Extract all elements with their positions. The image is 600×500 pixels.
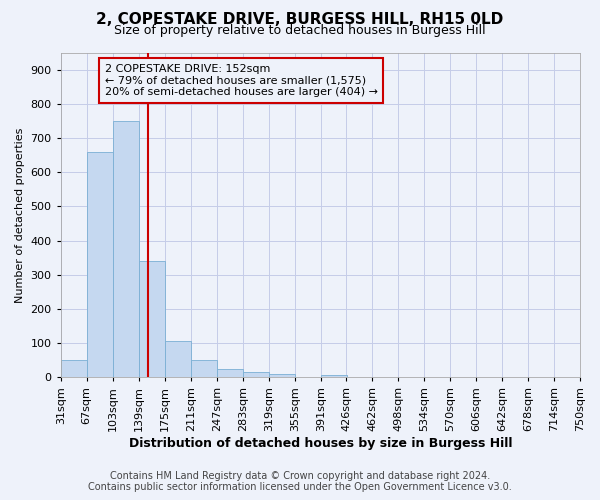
- Bar: [61, 360, 87, 378]
- Bar: [165, 340, 191, 378]
- Text: Size of property relative to detached houses in Burgess Hill: Size of property relative to detached ho…: [114, 24, 486, 37]
- Bar: [269, 374, 295, 378]
- Bar: [139, 261, 165, 378]
- Bar: [217, 369, 243, 378]
- Bar: [243, 372, 269, 378]
- Bar: [87, 152, 113, 378]
- Text: 2, COPESTAKE DRIVE, BURGESS HILL, RH15 0LD: 2, COPESTAKE DRIVE, BURGESS HILL, RH15 0…: [97, 12, 503, 28]
- X-axis label: Distribution of detached houses by size in Burgess Hill: Distribution of detached houses by size …: [128, 437, 512, 450]
- Bar: [321, 374, 347, 378]
- Bar: [113, 121, 139, 378]
- Text: 2 COPESTAKE DRIVE: 152sqm
← 79% of detached houses are smaller (1,575)
20% of se: 2 COPESTAKE DRIVE: 152sqm ← 79% of detac…: [105, 64, 378, 97]
- Y-axis label: Number of detached properties: Number of detached properties: [15, 127, 25, 302]
- Bar: [191, 360, 217, 378]
- Text: Contains HM Land Registry data © Crown copyright and database right 2024.
Contai: Contains HM Land Registry data © Crown c…: [88, 471, 512, 492]
